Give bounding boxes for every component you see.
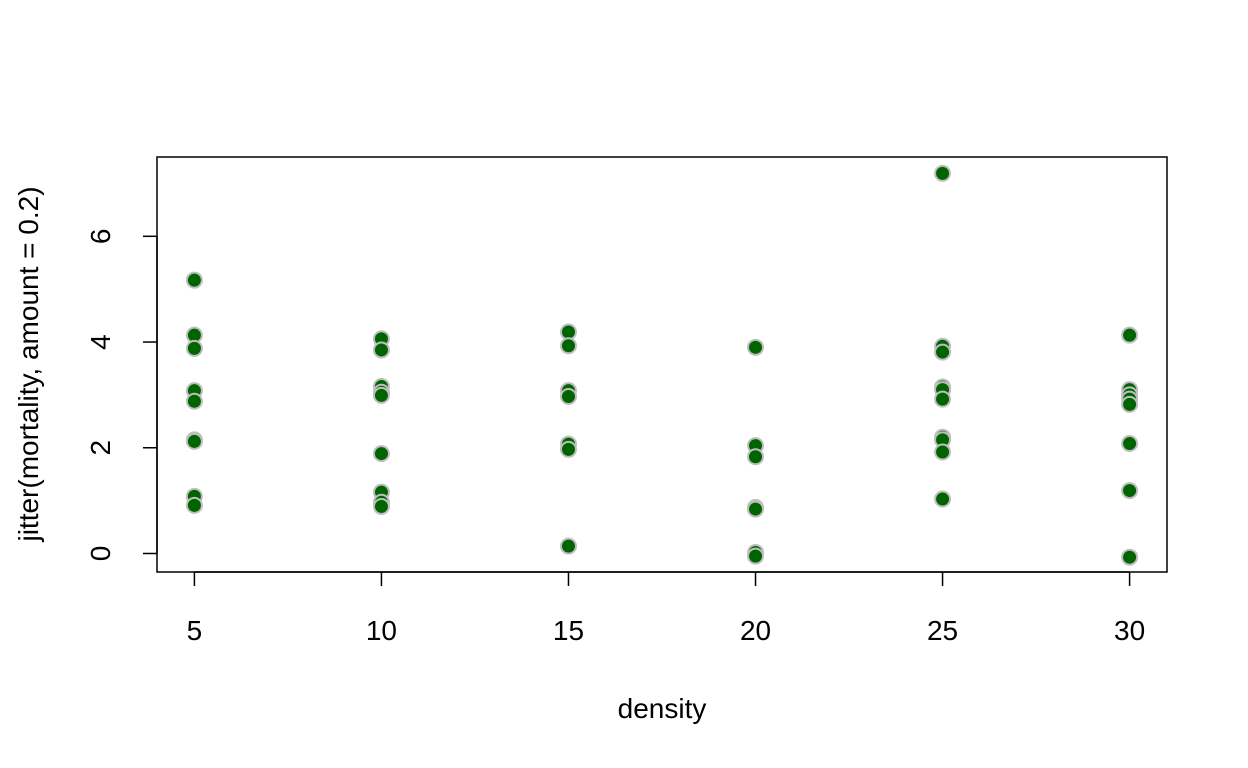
data-points (185, 164, 1139, 566)
x-tick-label: 20 (740, 615, 771, 646)
data-point (372, 386, 390, 404)
x-tick-label: 15 (553, 615, 584, 646)
x-axis: 5 10 15 20 25 30 (187, 571, 1145, 646)
y-tick-label: 6 (85, 229, 116, 245)
data-point (1121, 548, 1139, 566)
plot-frame (156, 156, 1168, 573)
y-tick-label: 4 (85, 334, 116, 350)
data-point (559, 337, 577, 355)
data-point (185, 432, 203, 450)
data-point (934, 443, 952, 461)
y-axis-label: jitter(mortality, amount = 0.2) (13, 186, 44, 542)
data-point (747, 500, 765, 518)
data-point (185, 271, 203, 289)
data-point (559, 440, 577, 458)
data-point (185, 392, 203, 410)
data-point (934, 490, 952, 508)
x-axis-label: density (618, 693, 707, 724)
data-point (1121, 326, 1139, 344)
data-point (747, 547, 765, 565)
data-point (185, 496, 203, 514)
data-point (1121, 395, 1139, 413)
data-point (934, 343, 952, 361)
data-point (185, 339, 203, 357)
y-axis: 0 2 4 6 (85, 229, 158, 562)
data-point (934, 164, 952, 182)
data-point (747, 338, 765, 356)
data-point (372, 497, 390, 515)
data-point (372, 341, 390, 359)
data-point (559, 537, 577, 555)
y-tick-label: 0 (85, 546, 116, 562)
data-point (372, 445, 390, 463)
x-tick-label: 5 (187, 615, 203, 646)
data-point (747, 448, 765, 466)
x-tick-label: 30 (1114, 615, 1145, 646)
x-tick-label: 10 (366, 615, 397, 646)
data-point (559, 387, 577, 405)
data-point (1121, 482, 1139, 500)
x-tick-label: 25 (927, 615, 958, 646)
data-point (1121, 435, 1139, 453)
data-point (934, 390, 952, 408)
y-tick-label: 2 (85, 440, 116, 456)
